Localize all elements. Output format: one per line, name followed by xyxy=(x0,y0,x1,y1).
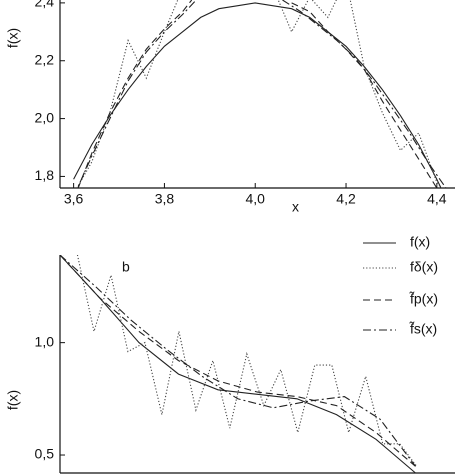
series-line xyxy=(76,0,443,188)
series-line xyxy=(60,255,416,467)
x-axis-label: x xyxy=(292,199,299,215)
legend-label: fδ(x) xyxy=(410,259,438,275)
y-tick-label: 2,2 xyxy=(35,51,55,67)
panel-label: b xyxy=(122,259,130,275)
plot-area xyxy=(73,0,447,188)
y-tick-label: 2,0 xyxy=(35,109,55,125)
y-tick-label: 1,0 xyxy=(35,333,55,349)
series-line xyxy=(77,0,438,188)
series-line xyxy=(60,255,416,474)
legend-label: f̃s(x) xyxy=(409,320,438,336)
series-line xyxy=(73,2,442,188)
y-tick-label: 1,8 xyxy=(35,167,55,183)
y-tick-label: 0,5 xyxy=(35,446,55,462)
x-tick-label: 4,2 xyxy=(336,191,356,207)
y-axis-label: f(x) xyxy=(5,28,21,48)
plot-area xyxy=(60,255,418,474)
legend-label: f̃p(x) xyxy=(409,290,438,306)
series-line xyxy=(76,0,447,188)
x-tick-label: 3,6 xyxy=(64,191,84,207)
y-tick-label: 2,4 xyxy=(35,0,55,10)
x-tick-label: 3,8 xyxy=(155,191,175,207)
series-line xyxy=(60,255,416,467)
y-axis-label: f(x) xyxy=(5,390,21,410)
series-line xyxy=(60,255,418,467)
legend-label: f(x) xyxy=(410,234,430,250)
x-tick-label: 4,0 xyxy=(245,191,265,207)
x-tick-label: 4,4 xyxy=(427,191,447,207)
